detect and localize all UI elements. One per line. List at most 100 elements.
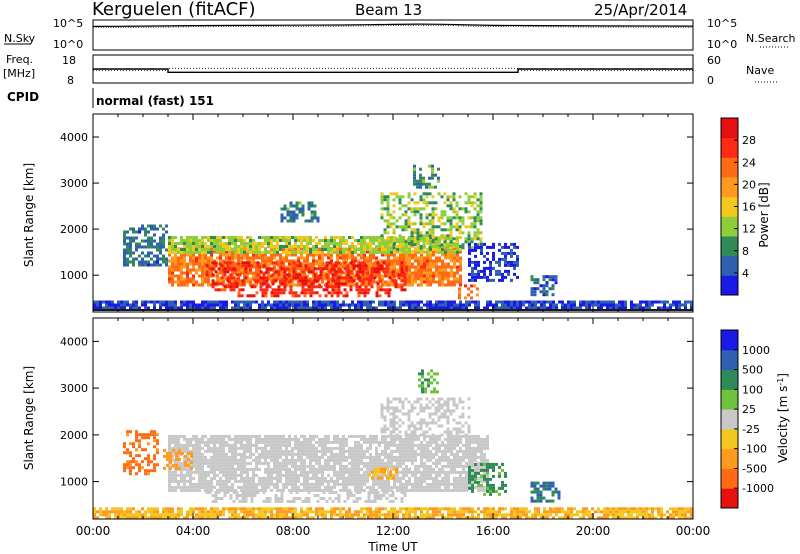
heat-cell [447,455,450,459]
heat-cell [171,470,174,474]
heat-cell [283,270,287,274]
heat-cell [429,443,432,447]
heat-cell [327,482,330,486]
heat-cell [441,306,444,310]
heat-cell [249,248,252,251]
heat-cell [144,303,147,307]
heat-cell [318,476,321,480]
heat-cell [186,467,189,471]
heat-cell [213,446,216,450]
heat-cell [543,306,546,310]
heat-cell [285,242,288,245]
heat-cell [376,288,380,292]
heat-cell [141,245,144,249]
heat-cell [471,455,474,459]
heat-cell [423,271,426,275]
heat-cell [378,479,381,483]
heat-cell [387,303,390,307]
heat-cell [567,300,570,304]
heat-cell [399,253,402,257]
heat-cell [363,461,366,465]
heat-cell [246,437,249,441]
heat-cell [331,273,335,277]
heat-cell [219,262,222,266]
heat-cell [360,449,363,453]
heat-cell [459,283,462,287]
heat-cell [315,251,318,254]
heat-cell [201,434,204,438]
heat-cell [280,219,284,223]
heat-cell [192,300,195,304]
heat-cell [219,464,222,468]
heat-cell [295,491,299,494]
heat-cell [336,294,340,298]
heat-cell [259,270,263,274]
heat-cell [168,449,171,453]
heat-cell [414,277,417,281]
heat-cell [189,239,192,242]
heat-cell [378,461,381,465]
heat-cell [351,256,354,260]
heat-cell [237,268,240,272]
heat-cell [279,440,282,444]
heat-cell [292,497,296,500]
heat-cell [345,470,348,474]
heat-cell [405,464,408,468]
heat-cell [174,242,177,245]
heat-cell [414,248,417,251]
heat-cell [102,300,105,304]
heat-cell [381,449,384,453]
heat-cell [292,210,296,214]
heat-cell [171,476,174,480]
heat-cell [231,485,234,489]
heat-cell [204,482,207,486]
nave-tick-bottom: 0 [707,74,714,87]
heat-cell [259,285,263,289]
heat-cell [141,300,144,304]
heat-cell [375,434,378,438]
heat-cell [264,452,267,456]
heat-cell [213,440,216,444]
heat-cell [449,216,453,220]
heat-cell [417,283,420,287]
heat-cell [615,303,618,307]
heat-cell [126,230,129,234]
heat-cell [419,185,422,189]
heat-cell [111,300,114,304]
heat-cell [153,239,156,243]
heat-cell [334,264,338,268]
heat-cell [252,251,255,254]
heat-cell [376,285,380,289]
heat-cell [324,449,327,453]
heat-cell [606,300,609,304]
heat-cell [423,461,426,465]
heat-cell [210,434,213,438]
heat-cell [369,259,372,263]
heat-cell [300,245,303,248]
heat-cell [402,485,405,489]
heat-cell [486,300,489,304]
heat-cell [354,485,357,489]
heat-cell [400,261,404,265]
heat-cell [309,437,312,441]
heat-cell [198,268,201,272]
heat-cell [273,265,276,269]
heat-cell [546,300,549,304]
heat-cell [195,470,198,474]
heat-cell [213,449,216,453]
power-x-ticks [92,114,694,312]
heat-cell [337,282,341,286]
heat-cell [444,443,447,447]
heat-cell [270,473,273,477]
heat-cell [642,306,645,310]
heat-cell [249,446,252,450]
heat-cell [417,242,420,245]
heat-cell [294,283,297,287]
heat-cell [330,464,333,468]
heat-cell [318,253,321,257]
heat-cell [401,240,405,244]
heat-cell [129,254,132,258]
heat-cell [195,245,198,248]
heat-cell [276,485,279,489]
heat-cell [435,300,438,304]
